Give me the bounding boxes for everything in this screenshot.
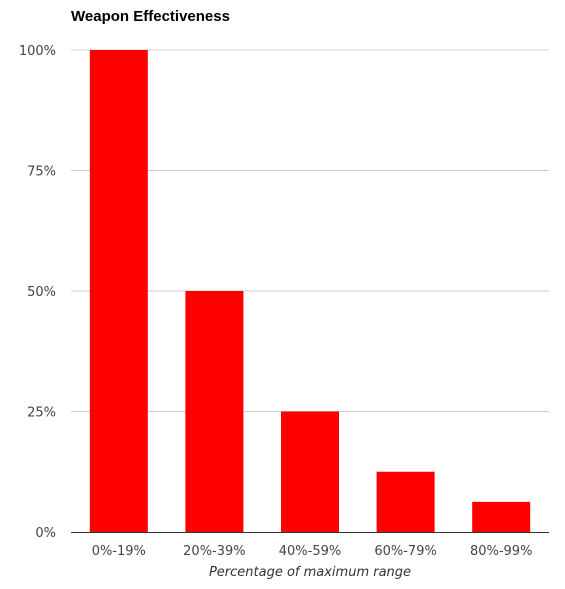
bar bbox=[472, 501, 531, 532]
y-tick-label: 100% bbox=[19, 44, 56, 59]
x-tick-label: 20%-39% bbox=[183, 544, 245, 559]
bar bbox=[281, 411, 339, 532]
x-tick-labels: 0%-19% 20%-39% 40%-59% 60%-79% 80%-99% bbox=[92, 544, 533, 559]
y-tick-label: 25% bbox=[27, 406, 56, 421]
x-tick-label: 60%-79% bbox=[374, 544, 436, 559]
x-axis-label: Percentage of maximum range bbox=[209, 565, 411, 580]
bars bbox=[89, 50, 531, 532]
y-tick-labels: 0% 25% 50% 75% 100% bbox=[19, 44, 56, 541]
y-tick-label: 75% bbox=[27, 165, 56, 180]
bar bbox=[89, 50, 148, 532]
x-tick-label: 0%-19% bbox=[92, 544, 146, 559]
x-tick-label: 80%-99% bbox=[470, 544, 532, 559]
bar bbox=[185, 291, 244, 532]
x-tick-label: 40%-59% bbox=[279, 544, 341, 559]
bar bbox=[376, 471, 435, 532]
y-tick-label: 50% bbox=[27, 285, 56, 300]
chart-title: Weapon Effectiveness bbox=[71, 8, 230, 25]
y-tick-label: 0% bbox=[35, 526, 56, 541]
